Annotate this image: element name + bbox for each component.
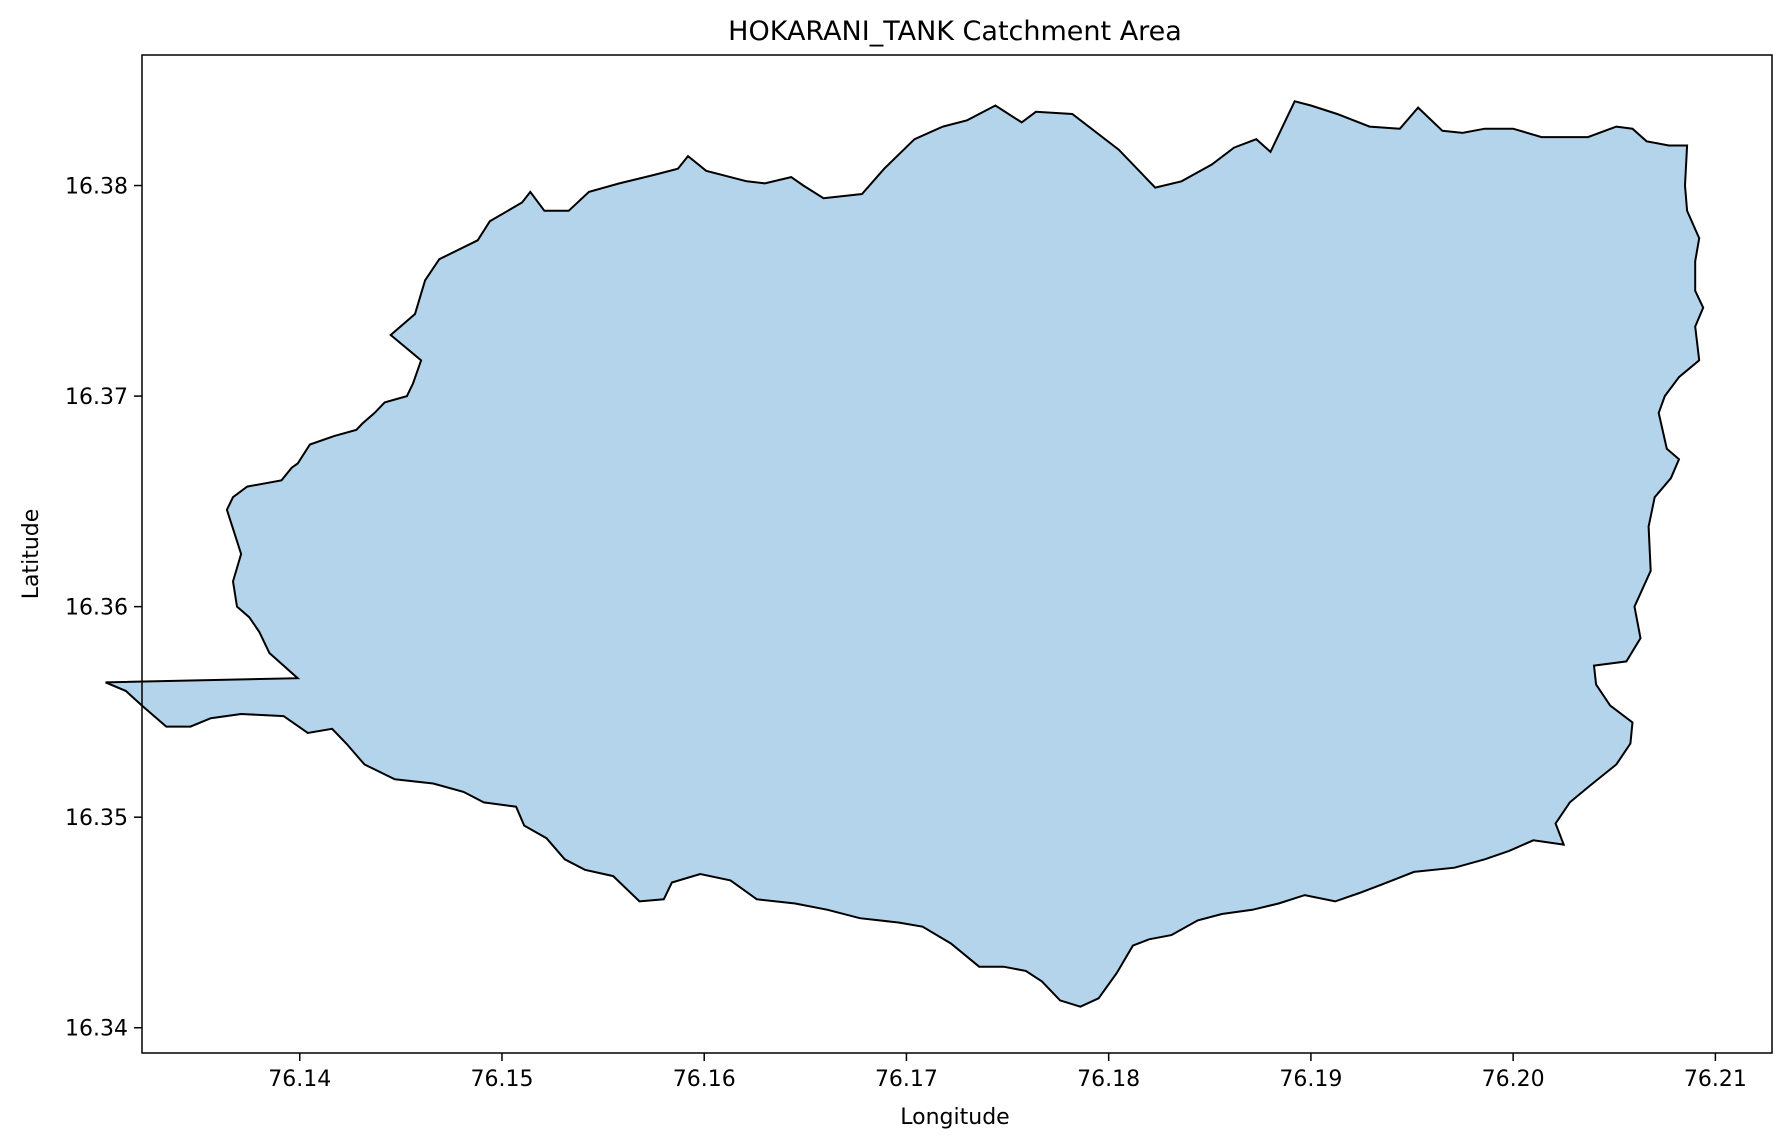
x-tick-label: 76.17 [875,1067,938,1092]
y-tick-label: 16.38 [65,175,128,200]
x-tick-label: 76.19 [1279,1067,1342,1092]
x-axis-label: Longitude [900,1105,1009,1130]
y-tick-label: 16.34 [65,1017,128,1042]
x-tick-label: 76.21 [1684,1067,1747,1092]
y-tick-label: 16.35 [65,806,128,831]
y-axis-ticks: 16.34 16.35 16.36 16.37 16.38 [65,175,142,1042]
y-tick-label: 16.36 [65,596,128,621]
plot-frame [141,54,1773,1054]
chart-title: HOKARANI_TANK Catchment Area [728,16,1182,47]
y-tick-label: 16.37 [65,385,128,410]
catchment-boundary [105,100,1705,1008]
x-tick-label: 76.14 [268,1067,331,1092]
y-axis-label: Latitude [19,509,44,600]
x-tick-label: 76.15 [470,1067,533,1092]
x-tick-label: 76.20 [1482,1067,1545,1092]
x-tick-label: 76.16 [673,1067,736,1092]
plot-area [105,54,1773,1054]
x-tick-label: 76.18 [1077,1067,1140,1092]
x-axis-ticks: 76.14 76.15 76.16 76.17 76.18 76.19 76.20 76.21 [268,1053,1747,1092]
